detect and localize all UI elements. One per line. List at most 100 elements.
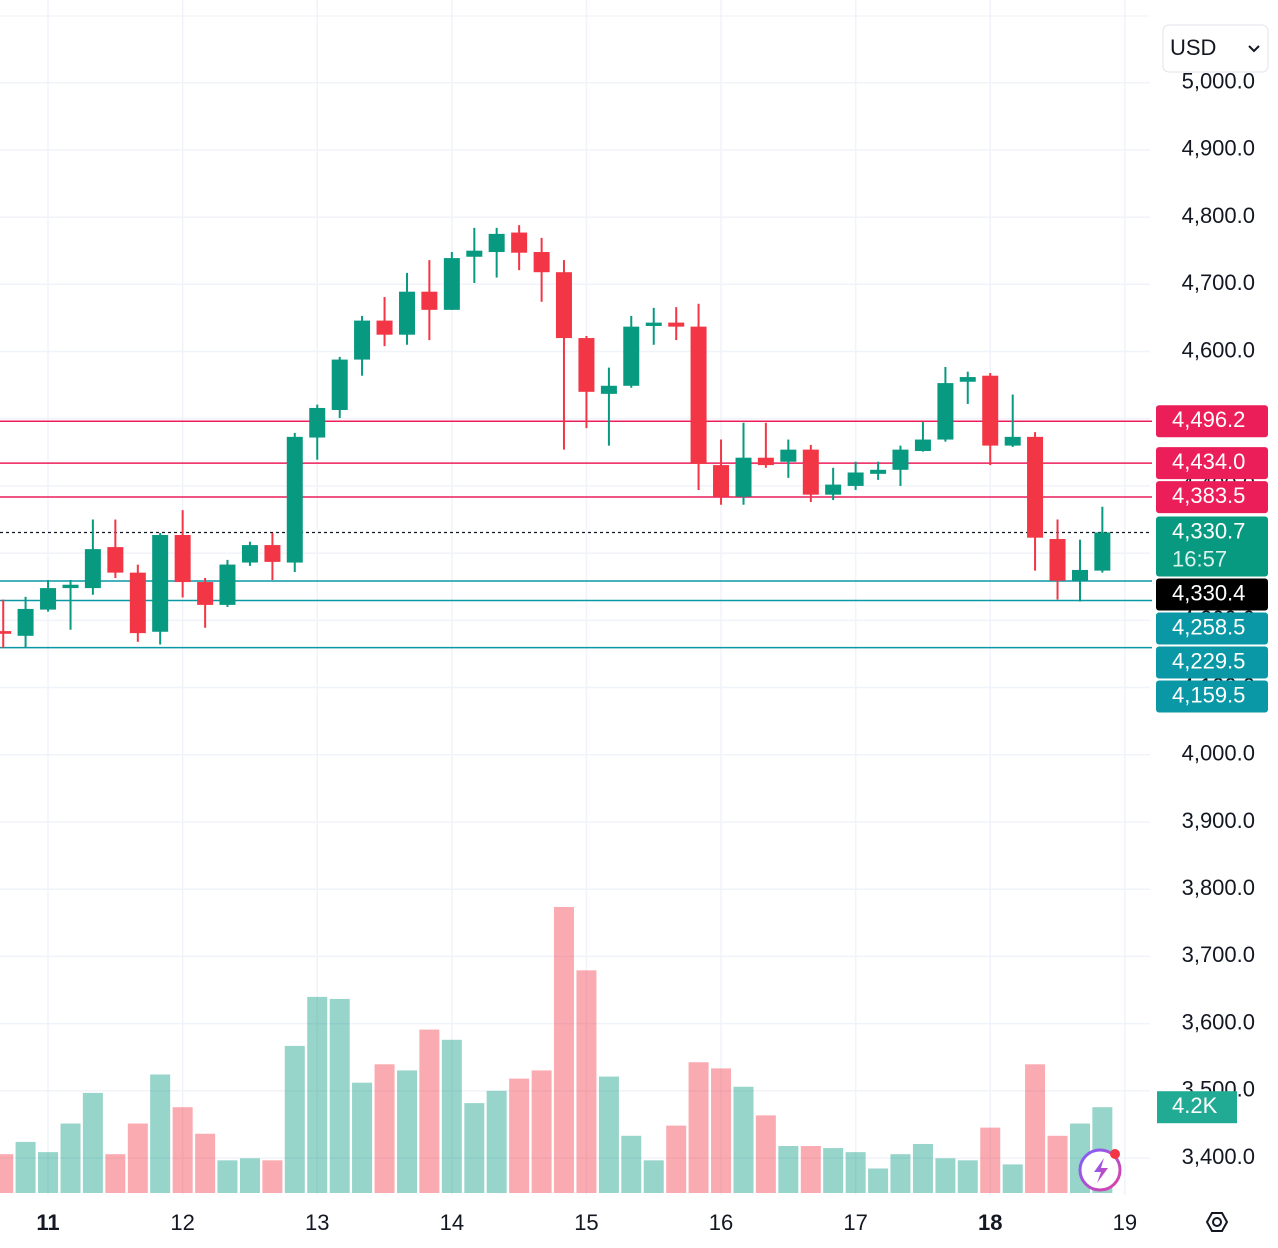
price-label: 4,229.5 bbox=[1172, 648, 1245, 673]
y-tick-label: 5,000.0 bbox=[1182, 68, 1255, 93]
volume-label-box bbox=[1157, 1091, 1237, 1124]
candle-body bbox=[623, 326, 640, 386]
candle-body bbox=[735, 457, 752, 497]
candle-body bbox=[17, 608, 34, 636]
volume-bar bbox=[150, 1074, 171, 1193]
candle-body bbox=[264, 545, 281, 562]
candle-body bbox=[443, 258, 460, 310]
candle-body bbox=[870, 469, 887, 474]
chevron[interactable] bbox=[1248, 45, 1260, 53]
price-label: 4,258.5 bbox=[1172, 614, 1245, 639]
candle-body bbox=[241, 545, 258, 563]
currency-label[interactable]: USD bbox=[1170, 35, 1216, 60]
candle-body bbox=[533, 252, 550, 273]
candle-body bbox=[1049, 539, 1066, 581]
price-label: 4,434.0 bbox=[1172, 449, 1245, 474]
volume-bar bbox=[868, 1168, 889, 1193]
candle-body bbox=[825, 484, 842, 495]
candle-body bbox=[129, 572, 146, 634]
y-tick-label: 3,800.0 bbox=[1182, 875, 1255, 900]
candle-body bbox=[1027, 436, 1044, 538]
volume-bar bbox=[688, 1062, 709, 1193]
price-label-box bbox=[1156, 481, 1268, 514]
currency-box[interactable] bbox=[1162, 24, 1269, 73]
volume-bar bbox=[531, 1070, 552, 1193]
currency-select[interactable]: USD bbox=[1162, 24, 1269, 73]
volume-bar bbox=[957, 1160, 978, 1193]
volume-bar bbox=[598, 1076, 619, 1193]
x-tick-label: 13 bbox=[305, 1210, 329, 1235]
volume-bar bbox=[553, 907, 574, 1193]
volume-bar bbox=[643, 1160, 664, 1193]
y-tick-label: 4,800.0 bbox=[1182, 203, 1255, 228]
volume-bar bbox=[239, 1158, 260, 1193]
candle-body bbox=[555, 272, 572, 339]
volume-bar bbox=[621, 1135, 642, 1193]
volume-bar bbox=[845, 1152, 866, 1193]
settings-icon[interactable] bbox=[1205, 1212, 1229, 1232]
volume-bar bbox=[755, 1115, 776, 1193]
price-label-box bbox=[1156, 405, 1268, 438]
volume-bar bbox=[666, 1125, 687, 1193]
candle-body bbox=[197, 582, 214, 605]
y-tick-label: 4,900.0 bbox=[1182, 136, 1255, 161]
candle-body bbox=[354, 320, 371, 360]
settings-center[interactable] bbox=[1212, 1217, 1222, 1227]
candle-body bbox=[107, 547, 124, 573]
y-tick-label: 3,700.0 bbox=[1182, 942, 1255, 967]
price-label-box bbox=[1156, 680, 1268, 713]
volume-bar bbox=[195, 1133, 216, 1193]
x-tick-label: 15 bbox=[574, 1210, 598, 1235]
price-label: 4,330.7 bbox=[1172, 518, 1245, 543]
y-tick-label: 4,600.0 bbox=[1182, 337, 1255, 362]
candle-body bbox=[84, 549, 101, 589]
candle-body bbox=[40, 588, 57, 610]
candle-body bbox=[399, 291, 416, 335]
countdown-label: 16:57 bbox=[1172, 546, 1227, 571]
volume-bar bbox=[733, 1086, 754, 1193]
volume-bar bbox=[38, 1152, 59, 1193]
candle-body bbox=[645, 322, 662, 326]
volume-bar bbox=[352, 1082, 373, 1193]
volume-bar bbox=[374, 1064, 395, 1193]
candle-body bbox=[511, 232, 528, 253]
assistant-icon[interactable] bbox=[1078, 1148, 1122, 1192]
volume-bar bbox=[419, 1029, 440, 1193]
candle-body bbox=[600, 385, 617, 394]
y-tick-label: 3,900.0 bbox=[1182, 808, 1255, 833]
price-labels: 4,496.2 4,434.0 4,383.5 4,330.7 16:57 4,330.4… bbox=[1156, 405, 1268, 713]
volume-bar bbox=[464, 1103, 485, 1193]
candle-body bbox=[0, 631, 12, 634]
y-tick-label: 3,600.0 bbox=[1182, 1009, 1255, 1034]
price-label: 4,159.5 bbox=[1172, 682, 1245, 707]
price-label-box bbox=[1156, 612, 1268, 645]
candle-body bbox=[892, 449, 909, 470]
candle-body bbox=[780, 449, 797, 462]
candle-body bbox=[914, 439, 931, 451]
settings-hex[interactable] bbox=[1205, 1212, 1229, 1232]
volume-bar bbox=[912, 1143, 933, 1193]
volume-bar bbox=[980, 1127, 1001, 1193]
assistant-dot[interactable] bbox=[1110, 1149, 1120, 1159]
volume-bar bbox=[127, 1123, 148, 1193]
volume-bar bbox=[307, 996, 328, 1193]
volume-bar bbox=[217, 1160, 238, 1193]
volume-bar bbox=[284, 1045, 305, 1193]
grid bbox=[0, 0, 1150, 1195]
volume-bar bbox=[778, 1146, 799, 1193]
x-tick-label: 14 bbox=[440, 1210, 464, 1235]
volume-bar bbox=[1047, 1135, 1068, 1193]
assistant-bolt[interactable] bbox=[1094, 1158, 1108, 1183]
volume-bar bbox=[441, 1039, 462, 1193]
candle-body bbox=[937, 383, 954, 440]
volume-bar bbox=[509, 1078, 530, 1193]
volume-bar bbox=[262, 1160, 283, 1193]
candle-body bbox=[466, 250, 483, 257]
candle-body bbox=[1072, 569, 1089, 581]
candle-body bbox=[152, 534, 169, 632]
volume-label: 4.2K bbox=[1172, 1093, 1218, 1118]
volume-bar bbox=[0, 1154, 14, 1193]
candle-body bbox=[959, 377, 976, 382]
candle-body bbox=[1094, 532, 1111, 571]
volume-bar bbox=[15, 1141, 36, 1193]
